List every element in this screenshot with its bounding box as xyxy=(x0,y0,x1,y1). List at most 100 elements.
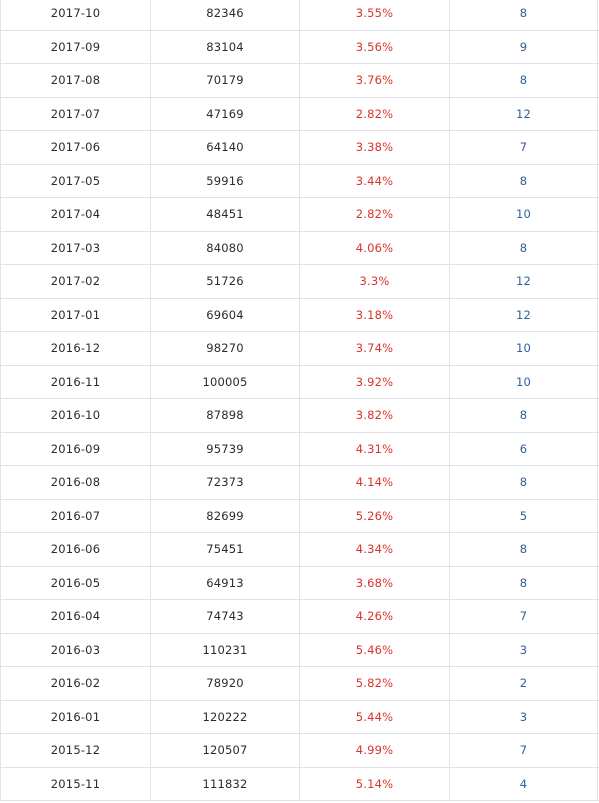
date-cell: 2017-06 xyxy=(0,131,150,164)
rank-cell: 3 xyxy=(449,700,598,733)
table-row: 2016-09 95739 4.31% 6 xyxy=(0,432,599,466)
rate-cell: 3.56% xyxy=(299,30,449,63)
date-cell: 2017-07 xyxy=(0,97,150,130)
count-cell: 87898 xyxy=(150,399,299,432)
rank-cell: 8 xyxy=(449,399,598,432)
date-cell: 2017-03 xyxy=(0,231,150,264)
date-cell: 2016-12 xyxy=(0,332,150,365)
rate-cell: 4.14% xyxy=(299,466,449,499)
rate-cell: 4.26% xyxy=(299,600,449,633)
date-cell: 2016-04 xyxy=(0,600,150,633)
rate-cell: 5.14% xyxy=(299,767,449,800)
date-cell: 2016-08 xyxy=(0,466,150,499)
count-cell: 100005 xyxy=(150,365,299,398)
rank-cell: 2 xyxy=(449,667,598,700)
date-cell: 2015-11 xyxy=(0,767,150,800)
date-cell: 2016-06 xyxy=(0,533,150,566)
rate-cell: 2.82% xyxy=(299,198,449,231)
table-row: 2015-12 120507 4.99% 7 xyxy=(0,734,599,768)
rate-cell: 3.92% xyxy=(299,365,449,398)
date-cell: 2016-01 xyxy=(0,700,150,733)
table-row: 2017-05 59916 3.44% 8 xyxy=(0,164,599,198)
rate-cell: 3.55% xyxy=(299,0,449,30)
count-cell: 48451 xyxy=(150,198,299,231)
table-row: 2016-04 74743 4.26% 7 xyxy=(0,600,599,634)
count-cell: 82699 xyxy=(150,499,299,532)
rank-cell: 8 xyxy=(449,164,598,197)
table-row: 2016-01 120222 5.44% 3 xyxy=(0,700,599,734)
rate-cell: 3.76% xyxy=(299,64,449,97)
rank-cell: 9 xyxy=(449,30,598,63)
rate-cell: 3.68% xyxy=(299,566,449,599)
date-cell: 2017-02 xyxy=(0,265,150,298)
table-row: 2016-07 82699 5.26% 5 xyxy=(0,499,599,533)
rank-cell: 6 xyxy=(449,432,598,465)
count-cell: 111832 xyxy=(150,767,299,800)
table-row: 2017-04 48451 2.82% 10 xyxy=(0,198,599,232)
table-row: 2017-09 83104 3.56% 9 xyxy=(0,30,599,64)
table-row: 2017-01 69604 3.18% 12 xyxy=(0,298,599,332)
date-cell: 2015-12 xyxy=(0,734,150,767)
rank-cell: 12 xyxy=(449,97,598,130)
rate-cell: 4.99% xyxy=(299,734,449,767)
table-row: 2017-03 84080 4.06% 8 xyxy=(0,231,599,265)
count-cell: 120222 xyxy=(150,700,299,733)
rank-cell: 3 xyxy=(449,633,598,666)
count-cell: 120507 xyxy=(150,734,299,767)
count-cell: 84080 xyxy=(150,231,299,264)
rate-cell: 5.82% xyxy=(299,667,449,700)
table-row: 2016-03 110231 5.46% 3 xyxy=(0,633,599,667)
rate-cell: 4.34% xyxy=(299,533,449,566)
count-cell: 59916 xyxy=(150,164,299,197)
rank-cell: 8 xyxy=(449,64,598,97)
rate-cell: 3.82% xyxy=(299,399,449,432)
rate-cell: 4.31% xyxy=(299,432,449,465)
rank-cell: 10 xyxy=(449,332,598,365)
date-cell: 2017-08 xyxy=(0,64,150,97)
rank-cell: 7 xyxy=(449,734,598,767)
date-cell: 2016-11 xyxy=(0,365,150,398)
rate-cell: 3.38% xyxy=(299,131,449,164)
rate-cell: 2.82% xyxy=(299,97,449,130)
table-row: 2017-10 82346 3.55% 8 xyxy=(0,0,599,31)
date-cell: 2016-05 xyxy=(0,566,150,599)
count-cell: 78920 xyxy=(150,667,299,700)
table-row: 2017-08 70179 3.76% 8 xyxy=(0,64,599,98)
count-cell: 47169 xyxy=(150,97,299,130)
count-cell: 98270 xyxy=(150,332,299,365)
rate-cell: 5.26% xyxy=(299,499,449,532)
date-cell: 2016-09 xyxy=(0,432,150,465)
count-cell: 51726 xyxy=(150,265,299,298)
count-cell: 64913 xyxy=(150,566,299,599)
rate-cell: 4.06% xyxy=(299,231,449,264)
rate-cell: 3.3% xyxy=(299,265,449,298)
count-cell: 110231 xyxy=(150,633,299,666)
date-cell: 2016-02 xyxy=(0,667,150,700)
date-cell: 2017-04 xyxy=(0,198,150,231)
rank-cell: 8 xyxy=(449,466,598,499)
rank-cell: 12 xyxy=(449,298,598,331)
table-row: 2016-06 75451 4.34% 8 xyxy=(0,533,599,567)
rate-cell: 3.18% xyxy=(299,298,449,331)
date-cell: 2016-10 xyxy=(0,399,150,432)
rank-cell: 12 xyxy=(449,265,598,298)
table-row: 2016-02 78920 5.82% 2 xyxy=(0,667,599,701)
table-row: 2015-11 111832 5.14% 4 xyxy=(0,767,599,801)
date-cell: 2017-10 xyxy=(0,0,150,30)
table-row: 2017-02 51726 3.3% 12 xyxy=(0,265,599,299)
date-cell: 2017-01 xyxy=(0,298,150,331)
rate-cell: 5.44% xyxy=(299,700,449,733)
count-cell: 75451 xyxy=(150,533,299,566)
rate-cell: 5.46% xyxy=(299,633,449,666)
rank-cell: 10 xyxy=(449,198,598,231)
count-cell: 95739 xyxy=(150,432,299,465)
table-row: 2016-12 98270 3.74% 10 xyxy=(0,332,599,366)
date-cell: 2017-09 xyxy=(0,30,150,63)
rank-cell: 8 xyxy=(449,0,598,30)
count-cell: 64140 xyxy=(150,131,299,164)
count-cell: 82346 xyxy=(150,0,299,30)
rank-cell: 4 xyxy=(449,767,598,800)
rank-cell: 10 xyxy=(449,365,598,398)
table-row: 2016-08 72373 4.14% 8 xyxy=(0,466,599,500)
